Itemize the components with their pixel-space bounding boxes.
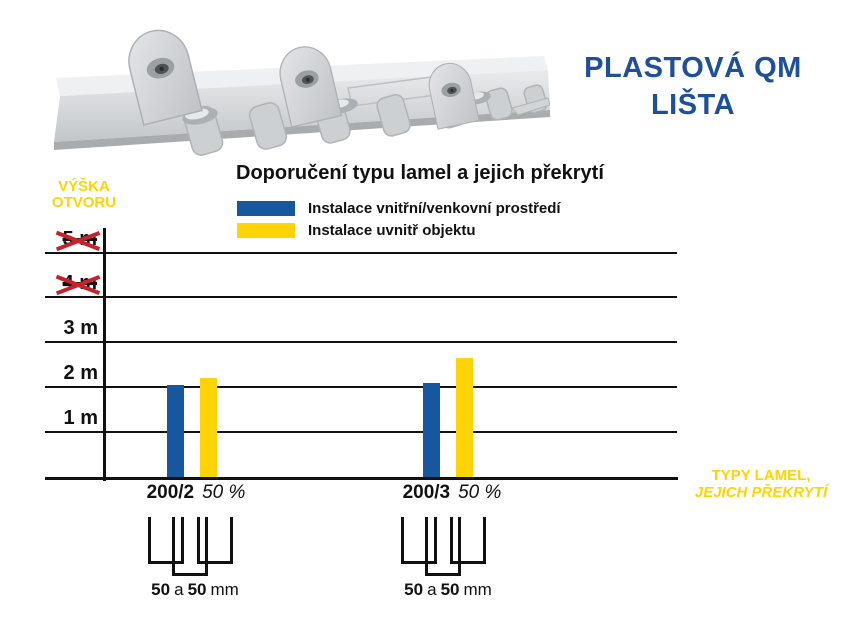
- lamella-overlap-diagram: [401, 517, 486, 576]
- y-tick-label-2m: 2 m: [63, 362, 98, 384]
- lamella-overlap-percent: 50 %: [458, 482, 502, 503]
- gridline-3m: [45, 341, 677, 343]
- y-axis-label-line2: OTVORU: [51, 194, 117, 211]
- y-axis-line: [103, 228, 106, 481]
- gridline-1m: [45, 431, 677, 433]
- overlap-value-2: 50: [187, 580, 207, 599]
- overlap-dimension-label: 50 a 50 mm: [117, 580, 277, 600]
- gridline-2m: [45, 386, 677, 388]
- legend-label: Instalace uvnitř objektu: [308, 221, 476, 239]
- overlap-conjunction: a: [427, 580, 437, 599]
- page-title-line1: PLASTOVÁ QM: [584, 52, 802, 84]
- overlap-unit: mm: [210, 580, 239, 599]
- legend-label: Instalace vnitřní/venkovní prostředí: [308, 199, 561, 217]
- product-photo: [54, 29, 550, 156]
- lamella-overlap-percent: 50 %: [202, 482, 246, 503]
- x-axis-label-line1: TYPY LAMEL,: [711, 467, 811, 484]
- crossed-out-mark: 4 m: [62, 272, 97, 294]
- gridline-4m: [45, 296, 677, 298]
- overlap-dimension-label: 50 a 50 mm: [370, 580, 530, 600]
- overlap-unit: mm: [463, 580, 492, 599]
- mounting-lug: [428, 62, 480, 130]
- y-axis-label-line1: VÝŠKA: [58, 178, 110, 195]
- x-axis-label-line2: JEJICH PŘEKRYTÍ: [694, 484, 828, 501]
- bar-blue-group2: [423, 382, 440, 477]
- y-tick-label-3m: 3 m: [63, 317, 98, 339]
- bar-yellow-group2: [456, 358, 473, 477]
- bar-yellow-group1: [200, 378, 217, 477]
- mounting-lug: [128, 29, 203, 126]
- y-tick-label-4m: 4 m: [36, 271, 98, 296]
- overlap-value-2: 50: [440, 580, 460, 599]
- legend-swatch-yellow: [237, 222, 295, 238]
- x-tick-label-group2: 200/3 50 %: [372, 482, 532, 504]
- bar-blue-group1: [167, 384, 184, 477]
- lamella-type-code: 200/3: [402, 482, 451, 503]
- page-title: PLASTOVÁ QM LIŠTA: [550, 50, 836, 124]
- y-tick-label-5m: 5 m: [36, 227, 98, 252]
- overlap-conjunction: a: [174, 580, 184, 599]
- overlap-value-1: 50: [151, 580, 171, 599]
- x-axis-label: TYPY LAMEL, JEJICH PŘEKRYTÍ: [680, 467, 842, 501]
- chart-title: Doporučení typu lamel a jejich překrytí: [236, 162, 604, 184]
- crossed-out-mark: 5 m: [62, 228, 97, 250]
- x-tick-label-group1: 200/2 50 %: [116, 482, 276, 504]
- legend-swatch-blue: [237, 200, 295, 216]
- gridline-5m: [45, 252, 677, 254]
- y-tick-label-1m: 1 m: [63, 407, 98, 429]
- mounting-lug: [279, 46, 343, 128]
- rail-bottom-edge: [54, 110, 550, 150]
- legend-item-outdoor: Instalace vnitřní/venkovní prostředí: [237, 199, 561, 217]
- rail-end-tab: [511, 97, 550, 116]
- y-axis-label: VÝŠKA OTVORU: [32, 179, 136, 211]
- overlap-value-1: 50: [404, 580, 424, 599]
- lamella-type-code: 200/2: [146, 482, 195, 503]
- legend-item-indoor: Instalace uvnitř objektu: [237, 221, 476, 239]
- x-axis-line: [45, 477, 678, 480]
- lamella-overlap-diagram: [148, 517, 233, 576]
- page-title-line2: LIŠTA: [650, 89, 736, 121]
